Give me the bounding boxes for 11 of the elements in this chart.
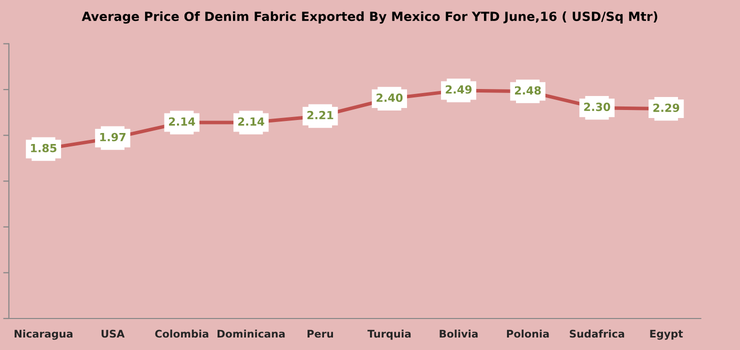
- x-tick-label: Turquia: [367, 330, 411, 340]
- x-tick-label: USA: [102, 330, 125, 338]
- x-tick-label: Colombia: [155, 330, 208, 338]
- x-tick-label: Nicaragua: [14, 330, 72, 340]
- x-tick-label: Dominicana: [218, 330, 285, 338]
- x-tick-label: Bolivia: [440, 330, 478, 338]
- x-tick-label: Egypt: [650, 330, 683, 340]
- x-tick-label: Peru: [308, 330, 333, 338]
- x-tick-label: Sudafrica: [570, 330, 624, 338]
- chart-title: Average Price Of Denim Fabric Exported By Mexico For YTD June,16 ( USD/Sq Mtr): [82, 11, 658, 24]
- x-tick-label: Polonia: [506, 330, 549, 338]
